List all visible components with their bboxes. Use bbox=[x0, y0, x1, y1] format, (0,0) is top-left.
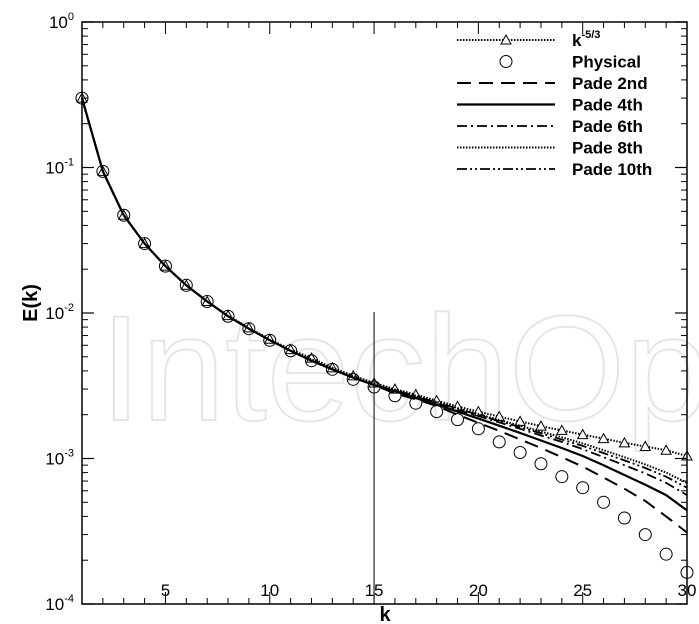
legend: k-5/3 Physical Pade 2nd Pade 4th Pade 6th Pad… bbox=[457, 29, 652, 179]
legend-item: Pade 2nd bbox=[457, 74, 648, 93]
legend-label: k-5/3 bbox=[572, 29, 600, 50]
data-point bbox=[576, 428, 589, 440]
data-point bbox=[659, 547, 673, 561]
data-point bbox=[200, 294, 214, 308]
legend-item: Pade 8th bbox=[457, 139, 643, 158]
data-point bbox=[263, 333, 277, 347]
y-tick-label: 100 bbox=[49, 11, 74, 32]
x-tick-label: 5 bbox=[161, 581, 170, 600]
data-point bbox=[555, 470, 569, 484]
y-axis-title: E(k) bbox=[20, 284, 42, 322]
data-point bbox=[513, 445, 527, 459]
legend-label: Pade 4th bbox=[572, 96, 643, 115]
data-point bbox=[471, 422, 485, 436]
data-point bbox=[96, 164, 110, 178]
data-point bbox=[597, 495, 611, 509]
data-point bbox=[617, 511, 631, 525]
data-point bbox=[618, 436, 631, 448]
data-point bbox=[138, 237, 152, 251]
data-point bbox=[638, 528, 652, 542]
data-point bbox=[597, 432, 610, 444]
x-tick-label: 20 bbox=[469, 581, 488, 600]
data-point bbox=[535, 420, 547, 431]
data-point bbox=[451, 413, 465, 427]
data-point bbox=[242, 322, 256, 336]
legend-marker bbox=[499, 55, 513, 68]
legend-label: Pade 2nd bbox=[572, 74, 648, 93]
y-tick-label: 10-3 bbox=[45, 448, 74, 469]
series-line bbox=[81, 97, 688, 489]
watermark: IntechOpen bbox=[100, 284, 699, 452]
data-point bbox=[221, 309, 235, 323]
y-tick-label: 10-4 bbox=[45, 593, 74, 614]
legend-label: Pade 8th bbox=[572, 139, 643, 158]
legend-item: Pade 4th bbox=[457, 96, 643, 115]
x-axis-title: k bbox=[379, 604, 391, 624]
legend-marker bbox=[500, 33, 512, 45]
legend-label: Physical bbox=[572, 53, 641, 72]
data-point bbox=[576, 481, 590, 495]
data-point bbox=[158, 259, 172, 273]
x-tick-label: 30 bbox=[678, 581, 697, 600]
x-tick-label: 25 bbox=[573, 581, 592, 600]
data-point bbox=[555, 424, 568, 435]
data-point bbox=[304, 354, 318, 368]
data-point bbox=[639, 440, 652, 451]
y-tick-label: 10-1 bbox=[45, 157, 74, 178]
data-point bbox=[493, 410, 506, 422]
legend-item: k-5/3 bbox=[457, 29, 600, 50]
series-pade-10th bbox=[81, 97, 688, 489]
series-layer bbox=[75, 91, 694, 579]
data-point bbox=[660, 444, 672, 455]
data-point bbox=[179, 278, 193, 292]
legend-label: Pade 10th bbox=[572, 160, 652, 179]
x-tick-label: 10 bbox=[260, 581, 279, 600]
legend-item: Pade 6th bbox=[457, 117, 643, 136]
data-point bbox=[514, 415, 526, 426]
data-point bbox=[534, 457, 548, 471]
legend-label: Pade 6th bbox=[572, 117, 643, 136]
data-point bbox=[284, 344, 298, 358]
legend-item: Physical bbox=[499, 53, 641, 72]
legend-item: Pade 10th bbox=[457, 160, 652, 179]
data-point bbox=[492, 435, 506, 449]
y-tick-label: 10-2 bbox=[45, 302, 74, 323]
data-point bbox=[117, 208, 131, 222]
